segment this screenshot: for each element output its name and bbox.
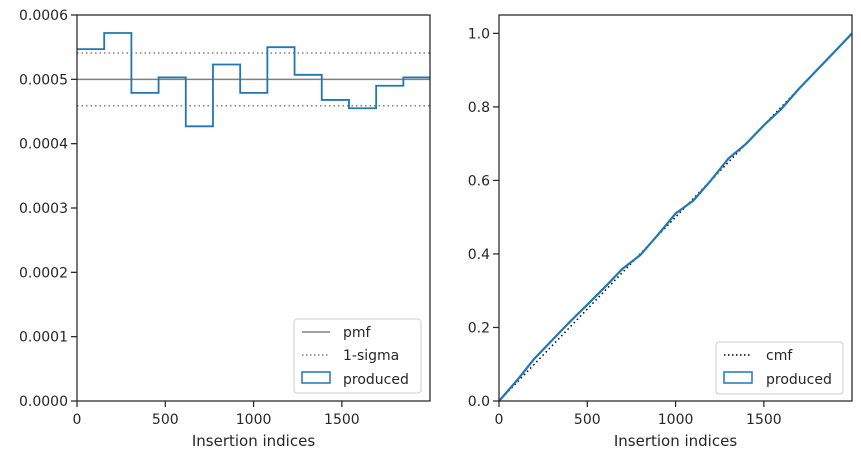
left-legend: pmf 1-sigma produced (293, 318, 422, 394)
left-chart: 0 500 1000 1500 0.0000 0.0001 0.0002 0.0003 0.00… (19, 8, 431, 450)
produced-curve (498, 32, 853, 402)
legend-pmf-label: pmf (343, 325, 372, 341)
x-tick-label: 500 (574, 412, 601, 428)
x-tick-label: 0 (495, 412, 504, 428)
legend-1-sigma-label: 1-sigma (343, 348, 399, 364)
left-plot-area (77, 32, 430, 128)
y-tick-label: 0.0 (468, 394, 490, 410)
left-legend-box (293, 318, 422, 394)
y-tick-label: 0.0005 (19, 72, 68, 88)
legend-cmf-label: cmf (766, 348, 793, 364)
right-chart: 0 500 1000 1500 0.0 0.2 0.4 0.6 0.8 1.0 Insertion… (468, 14, 853, 450)
legend-produced-swatch-right (723, 371, 753, 384)
x-tick-label: 1500 (324, 412, 360, 428)
legend-produced-swatch (301, 371, 331, 384)
legend-produced-label: produced (343, 372, 409, 388)
right-x-axis-label: Insertion indices (614, 432, 737, 450)
y-tick-label: 0.8 (468, 100, 490, 116)
produced-histogram (77, 32, 430, 128)
x-tick-label: 1000 (658, 412, 694, 428)
y-tick-label: 0.2 (468, 320, 490, 336)
right-legend-box (715, 341, 844, 395)
x-tick-label: 500 (152, 412, 179, 428)
right-plot-frame (498, 14, 853, 402)
y-tick-label: 0.4 (468, 247, 490, 263)
x-tick-label: 0 (73, 412, 82, 428)
y-tick-label: 1.0 (468, 26, 490, 42)
right-legend: cmf produced (715, 341, 844, 395)
left-plot-frame (76, 14, 431, 402)
y-tick-label: 0.0000 (19, 394, 68, 410)
left-x-axis-label: Insertion indices (192, 432, 315, 450)
left-ticks: 0 500 1000 1500 0.0000 0.0001 0.0002 0.0003 0.00… (19, 8, 360, 428)
y-tick-label: 0.0006 (19, 8, 68, 24)
y-tick-label: 0.0002 (19, 265, 68, 281)
x-tick-label: 1000 (236, 412, 272, 428)
right-ticks: 0 500 1000 1500 0.0 0.2 0.4 0.6 0.8 1.0 (468, 26, 782, 428)
right-plot-area (498, 32, 853, 402)
y-tick-label: 0.0004 (19, 137, 68, 153)
legend-produced-label-right: produced (766, 372, 832, 388)
x-tick-label: 1500 (746, 412, 782, 428)
y-tick-label: 0.0001 (19, 330, 68, 346)
y-tick-label: 0.0003 (19, 201, 68, 217)
y-tick-label: 0.6 (468, 173, 490, 189)
